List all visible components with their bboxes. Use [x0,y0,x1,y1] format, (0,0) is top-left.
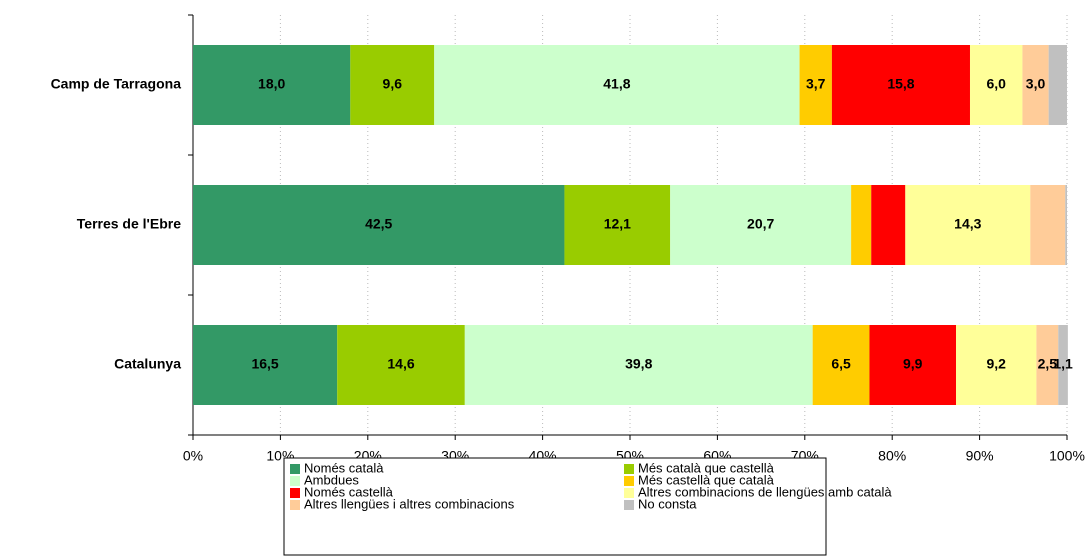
data-label: 6,5 [831,356,851,372]
bar-segment [871,185,906,265]
legend-label: No consta [638,496,697,511]
y-tick-label: Catalunya [114,356,181,372]
legend-swatch [624,500,634,510]
data-label: 2,5 [1038,356,1058,372]
bar-segment [969,45,1023,125]
x-tick-label: 0% [183,448,203,464]
legend-label: Altres llengües i altres combinacions [304,496,515,511]
bar-segment [1065,185,1067,265]
data-label: 16,5 [251,356,278,372]
data-label: 15,8 [887,76,914,92]
data-label: 42,5 [365,216,392,232]
x-tick-label: 100% [1049,448,1085,464]
data-label: 39,8 [625,356,652,372]
data-label: 9,9 [903,356,923,372]
bar-segment [851,185,872,265]
legend-swatch [290,476,300,486]
data-label: 20,7 [747,216,774,232]
bar-segment [1022,45,1049,125]
y-tick-label: Terres de l'Ebre [77,216,181,232]
data-label: 41,8 [603,76,630,92]
legend-label: Només català [304,460,384,475]
data-label: 3,7 [806,76,826,92]
legend-label: Més castellà que català [638,472,775,487]
bar-segment [464,325,813,405]
bar-segment [869,325,957,405]
data-label: 14,3 [954,216,981,232]
bar-segment [564,185,671,265]
bar-segment [1036,325,1059,405]
bar-segment [1058,325,1068,405]
legend-swatch [290,464,300,474]
legend-label: Altres combinacions de llengües amb cata… [638,484,892,499]
data-label: 3,0 [1026,76,1046,92]
bar-segment [193,45,351,125]
bar-segment [831,45,970,125]
x-tick-label: 80% [878,448,906,464]
data-label: 9,2 [986,356,1006,372]
bar-segment [193,325,338,405]
bar-segment [812,325,870,405]
legend-swatch [290,500,300,510]
legend-swatch [624,488,634,498]
data-label: 18,0 [258,76,285,92]
legend-swatch [624,476,634,486]
bar-segment [905,185,1031,265]
bar-segment [434,45,800,125]
bar-segment [670,185,852,265]
data-label: 14,6 [387,356,414,372]
bar-segment [799,45,832,125]
legend-swatch [624,464,634,474]
data-label: 1,1 [1053,356,1073,372]
legend-swatch [290,488,300,498]
bar-segment [956,325,1037,405]
bar-segment [337,325,465,405]
legend-label: Només castellà [304,484,394,499]
x-tick-label: 90% [966,448,994,464]
bar-segment [193,185,565,265]
data-label: 6,0 [986,76,1006,92]
legend-box [283,457,827,556]
data-label: 9,6 [383,76,403,92]
bar-segment [350,45,435,125]
legend-label: Ambdues [304,472,359,487]
data-label: 12,1 [604,216,631,232]
bar-segment [1030,185,1066,265]
legend-label: Més català que castellà [638,460,775,475]
y-tick-label: Camp de Tarragona [51,76,182,92]
bar-segment [1048,45,1067,125]
